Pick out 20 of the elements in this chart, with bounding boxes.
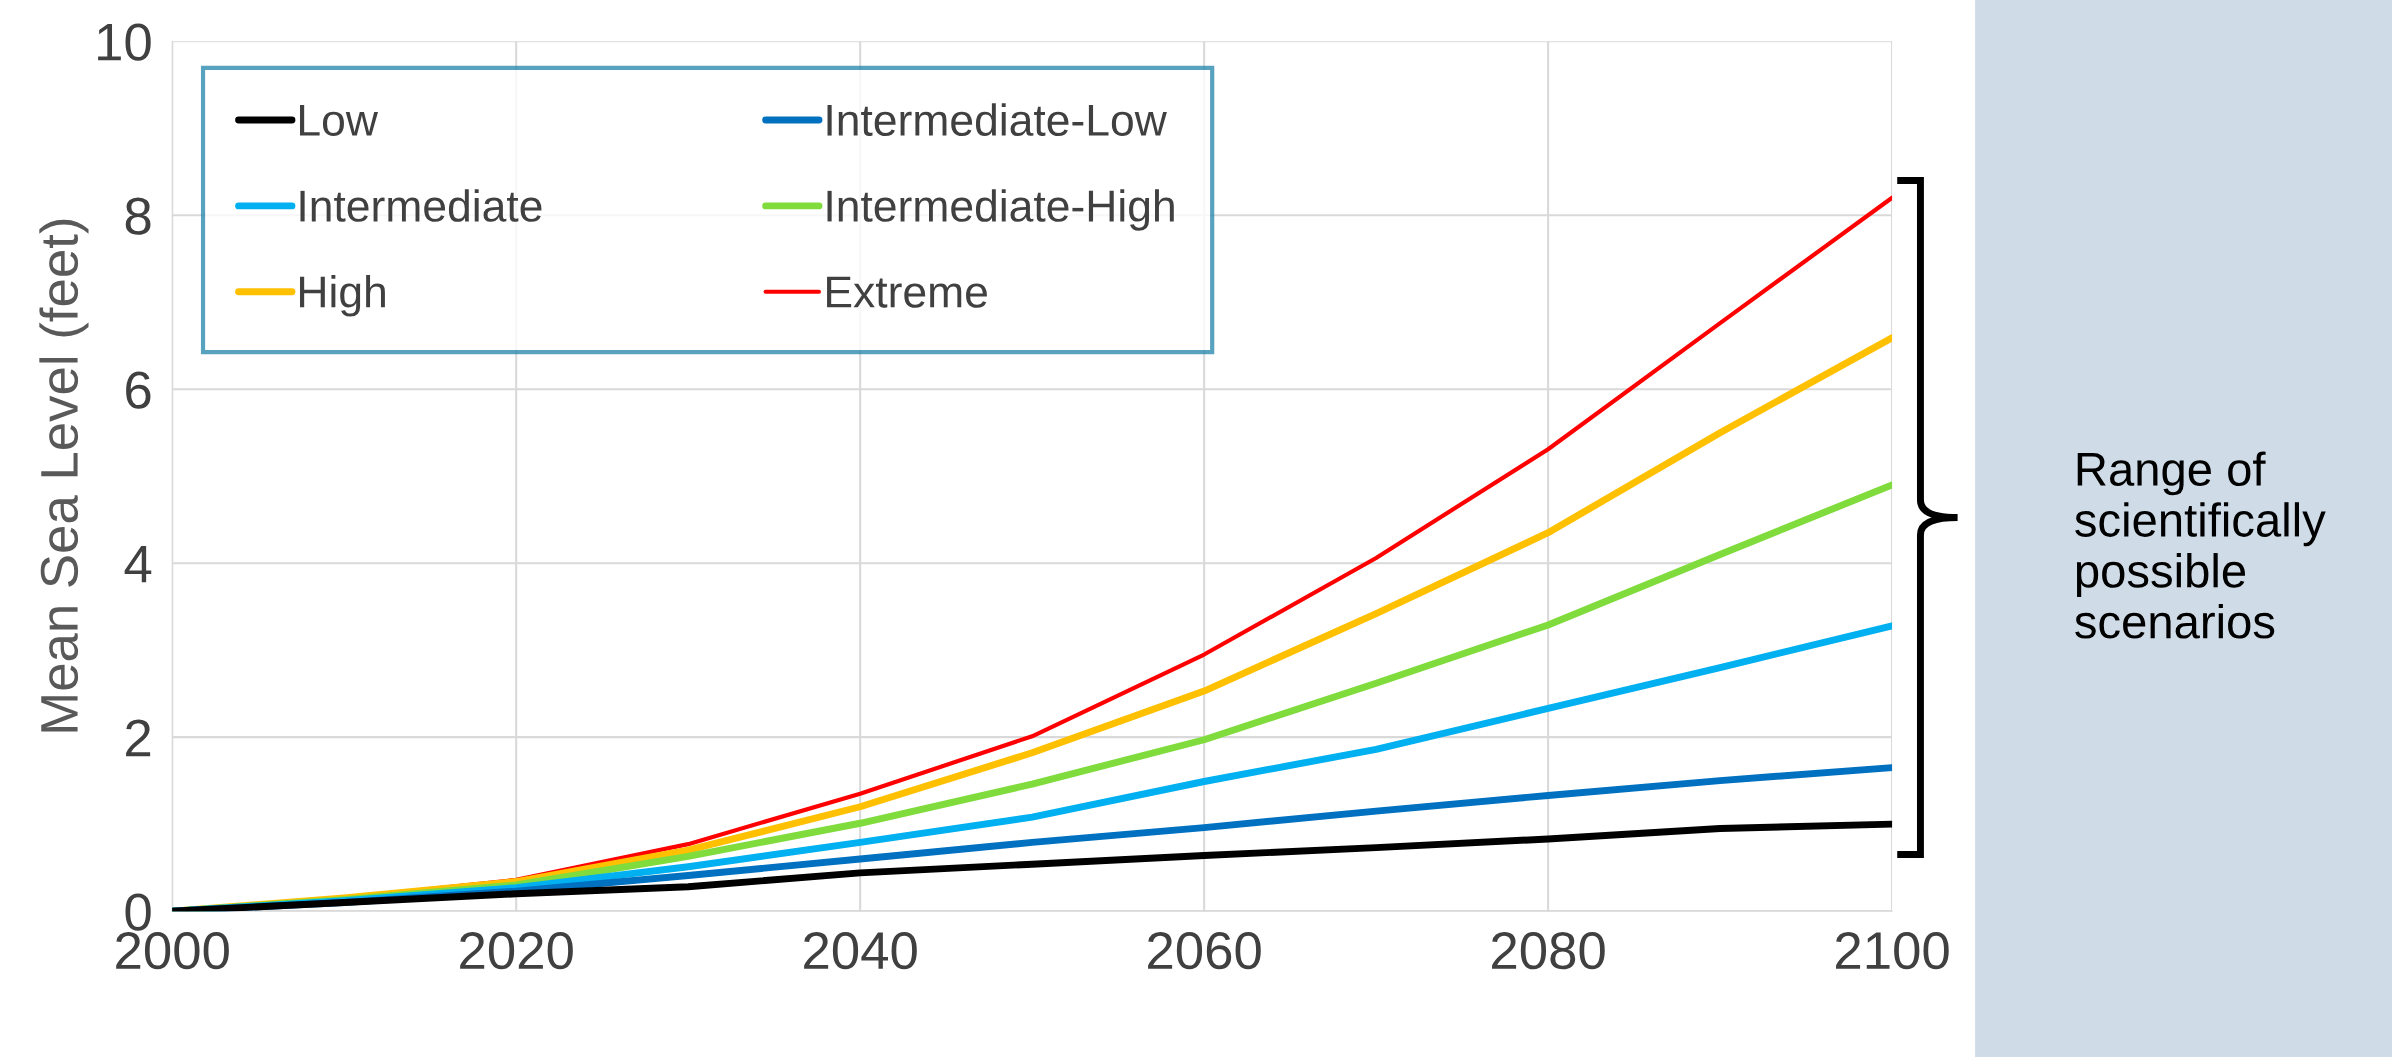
y-axis-title: Mean Sea Level (feet): [39, 219, 89, 732]
y-tick-label: 2: [126, 719, 151, 757]
legend-label: Extreme: [827, 276, 987, 308]
y-tick-label: 8: [125, 197, 151, 235]
y-tick-label: 10: [98, 23, 151, 61]
x-tick-label: 2100: [1836, 931, 1949, 970]
legend-label: Intermediate-Low: [827, 103, 1167, 136]
text: Range of scientifically possible scenarios: [2075, 451, 2326, 639]
x-tick-label: 2060: [1148, 931, 1261, 970]
y-tick-label: 6: [126, 371, 151, 409]
legend-label: Low: [300, 104, 379, 136]
x-tick-label: 2080: [1492, 931, 1605, 970]
y-tick-label: 0: [125, 893, 151, 931]
legend-label: Intermediate-High: [827, 189, 1174, 231]
legend-label: High: [300, 275, 385, 317]
x-tick-label: 2020: [460, 931, 573, 970]
legend-label: Intermediate: [300, 189, 542, 222]
y-tick-label: 4: [124, 545, 152, 583]
x-tick-label: 2000: [116, 931, 229, 970]
x-tick-label: 2040: [804, 931, 917, 970]
